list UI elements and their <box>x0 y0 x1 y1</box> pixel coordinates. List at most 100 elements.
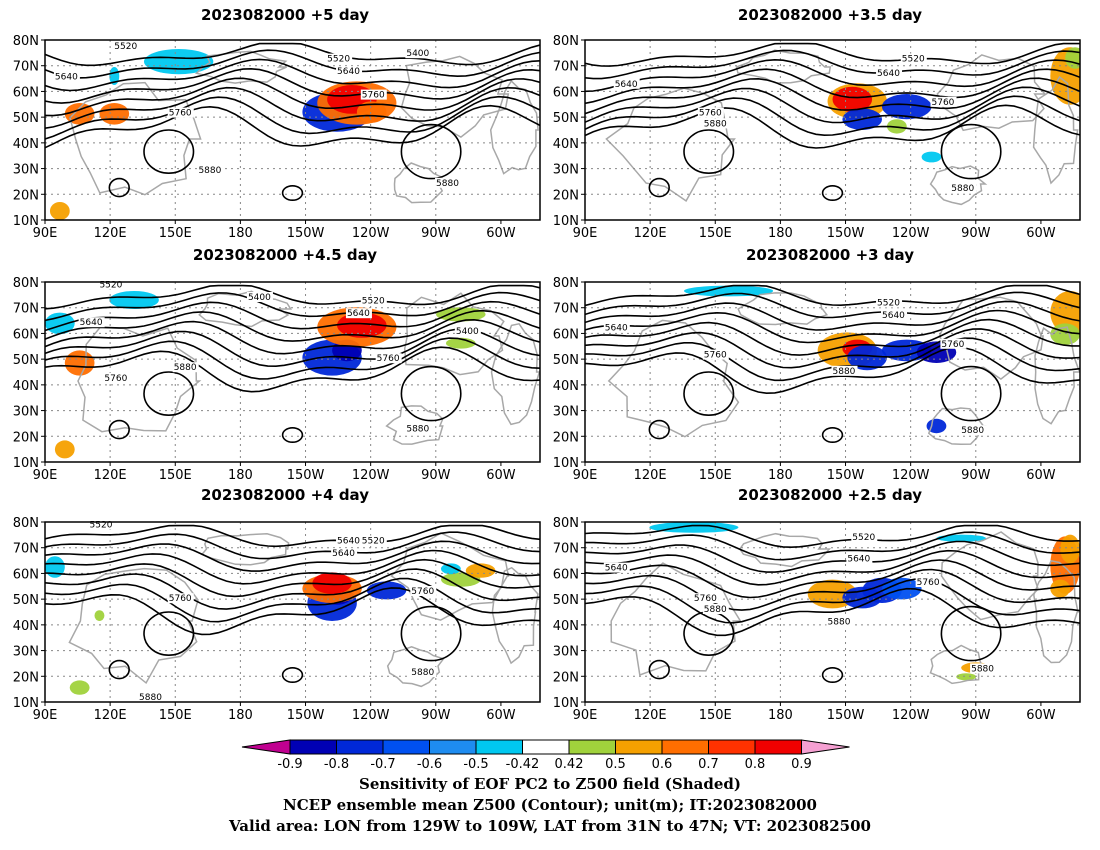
contour-label: 5880 <box>406 424 429 434</box>
lon-tick-label: 120W <box>352 708 390 723</box>
lat-tick-label: 60N <box>13 85 39 100</box>
z500-contour <box>45 587 540 636</box>
lat-tick-label: 20N <box>13 430 39 445</box>
lon-tick-label: 60W <box>1026 226 1056 241</box>
lon-tick-label: 180 <box>768 468 793 483</box>
coastline <box>1033 559 1079 664</box>
lat-tick-label: 20N <box>553 670 579 685</box>
z500-contour <box>400 605 462 662</box>
coastline <box>610 562 742 677</box>
contour-label-bg <box>846 553 873 564</box>
contour-label-bg <box>960 425 987 436</box>
coastline <box>607 319 740 438</box>
contour-label: 5520 <box>327 55 350 65</box>
contour-label-bg <box>410 586 437 596</box>
z500-contour <box>585 95 1080 137</box>
contour-label-bg <box>876 297 903 308</box>
lon-tick-label: 150W <box>827 468 865 483</box>
lat-tick-label: 40N <box>553 137 579 152</box>
z500-contour <box>281 185 304 202</box>
contour-label-bg <box>103 373 130 383</box>
contour-label: 5520 <box>902 55 925 65</box>
lat-tick-label: 40N <box>553 619 579 634</box>
z500-contour <box>45 309 540 342</box>
colorbar-tick-label: -0.7 <box>370 757 395 772</box>
colorbar-segment <box>336 739 384 755</box>
lon-tick-label: 150E <box>159 226 192 241</box>
contour-label-bg <box>702 604 729 614</box>
lon-tick-label: 120W <box>892 708 930 723</box>
z500-contour <box>45 95 540 140</box>
z500-contour <box>585 318 1080 356</box>
contour-label: 5880 <box>951 184 974 194</box>
z500-contour <box>585 77 1080 115</box>
contour-label: 5880 <box>436 179 459 189</box>
lon-tick-label: 120E <box>634 468 667 483</box>
z500-contour <box>45 524 540 548</box>
contour-label-bg <box>900 53 927 64</box>
contour-label-bg <box>851 532 878 542</box>
lon-tick-label: 90E <box>33 468 58 483</box>
z500-contour <box>45 540 540 572</box>
lat-tick-label: 10N <box>553 456 579 471</box>
map-panel-1: 5520 5400 5640 5520 5640 5760 5760 5880 5880 80N 7… <box>0 30 545 242</box>
z500-contour <box>585 587 1080 637</box>
colorbar-segment <box>522 739 570 755</box>
lat-tick-label: 80N <box>13 34 39 49</box>
contour-label-bg <box>246 292 273 302</box>
lat-tick-label: 50N <box>553 593 579 608</box>
lon-tick-label: 180 <box>228 708 253 723</box>
lat-tick-label: 60N <box>13 567 39 582</box>
caption-line-3: Valid area: LON from 129W to 109W, LAT f… <box>229 817 871 835</box>
lon-tick-label: 90E <box>33 708 58 723</box>
colorbar-tick-label: 0.7 <box>698 757 719 772</box>
z500-contour <box>45 558 540 598</box>
lat-tick-label: 70N <box>553 302 579 317</box>
lon-tick-label: 120E <box>94 708 127 723</box>
lat-tick-label: 80N <box>13 276 39 291</box>
lat-tick-label: 30N <box>553 405 579 420</box>
lat-tick-label: 50N <box>553 353 579 368</box>
sensitivity-shading <box>649 522 739 533</box>
contour-label-bg <box>326 53 353 64</box>
map-panel-6: 5640 5520 5640 5760 5760 5880 5880 5880 80N 70N 60… <box>540 512 1085 724</box>
contour-label: 5880 <box>704 605 727 615</box>
z500-contour <box>585 42 1080 67</box>
z500-contour <box>45 104 540 149</box>
coastline <box>385 405 444 445</box>
colorbar-segment <box>754 739 802 755</box>
z500-contour <box>108 419 130 440</box>
sensitivity-shading <box>64 350 95 376</box>
z500-contour <box>281 667 304 684</box>
z500-contour <box>45 284 540 310</box>
contour-label-bg <box>702 118 729 129</box>
coastline <box>929 644 983 685</box>
sensitivity-shading <box>832 86 873 112</box>
contour-label: 5520 <box>362 537 385 547</box>
coastline <box>489 79 539 175</box>
lon-tick-label: 60W <box>1026 468 1056 483</box>
contour-label: 5880 <box>704 119 727 129</box>
lon-tick-label: 120W <box>892 468 930 483</box>
sensitivity-shading <box>99 103 130 125</box>
z500-contour <box>585 291 1080 319</box>
lat-tick-label: 50N <box>13 593 39 608</box>
z500-contour <box>585 300 1080 331</box>
z500-contour <box>45 58 540 92</box>
lon-tick-label: 120W <box>352 468 390 483</box>
contour-label: 5760 <box>169 109 192 119</box>
lon-tick-label: 150W <box>287 468 325 483</box>
contour-label: 5640 <box>347 309 370 319</box>
sensitivity-shading <box>94 610 105 621</box>
coastline <box>938 296 1044 381</box>
lat-tick-label: 60N <box>553 567 579 582</box>
colorbar-tick-label: 0.9 <box>791 757 812 772</box>
map-svg: 564055205640576057605880588080N70N60N50N… <box>553 34 1081 241</box>
contour-label-bg <box>98 279 125 290</box>
map-svg: 5640552056405760576058805880588080N70N60… <box>553 516 1081 723</box>
contour-label: 5880 <box>174 363 197 373</box>
lat-tick-label: 80N <box>553 276 579 291</box>
contour-label: 5760 <box>694 594 717 604</box>
contour-label: 5760 <box>917 578 940 588</box>
